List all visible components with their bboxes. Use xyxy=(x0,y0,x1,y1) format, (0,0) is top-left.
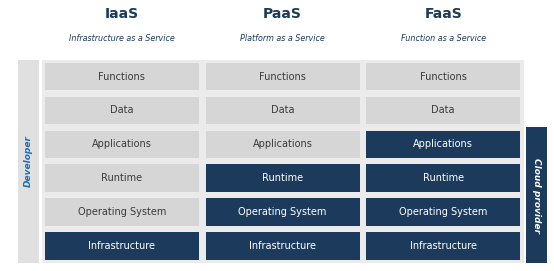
Text: Operating System: Operating System xyxy=(78,207,166,217)
Text: Infrastructure: Infrastructure xyxy=(249,241,316,251)
Text: Function as a Service: Function as a Service xyxy=(401,34,486,43)
Text: PaaS: PaaS xyxy=(263,7,302,21)
Text: Data: Data xyxy=(110,105,134,115)
Text: Runtime: Runtime xyxy=(101,173,142,183)
FancyBboxPatch shape xyxy=(45,164,199,192)
FancyBboxPatch shape xyxy=(366,131,520,158)
Text: Infrastructure as a Service: Infrastructure as a Service xyxy=(69,34,175,43)
FancyBboxPatch shape xyxy=(366,198,520,226)
FancyBboxPatch shape xyxy=(45,63,199,90)
Text: Runtime: Runtime xyxy=(262,173,303,183)
Text: Functions: Functions xyxy=(99,72,145,82)
Text: Functions: Functions xyxy=(420,72,466,82)
FancyBboxPatch shape xyxy=(206,97,360,124)
FancyBboxPatch shape xyxy=(45,232,199,260)
Text: Applications: Applications xyxy=(92,139,152,149)
FancyBboxPatch shape xyxy=(366,97,520,124)
Text: Cloud provider: Cloud provider xyxy=(532,157,541,233)
FancyBboxPatch shape xyxy=(206,198,360,226)
Text: Infrastructure: Infrastructure xyxy=(410,241,476,251)
FancyBboxPatch shape xyxy=(206,131,360,158)
FancyBboxPatch shape xyxy=(45,131,199,158)
Text: Infrastructure: Infrastructure xyxy=(89,241,155,251)
FancyBboxPatch shape xyxy=(206,232,360,260)
FancyBboxPatch shape xyxy=(45,198,199,226)
FancyBboxPatch shape xyxy=(526,127,547,263)
Text: Applications: Applications xyxy=(413,139,473,149)
FancyBboxPatch shape xyxy=(366,232,520,260)
Text: Operating System: Operating System xyxy=(238,207,327,217)
Text: Developer: Developer xyxy=(24,135,33,187)
Text: Runtime: Runtime xyxy=(423,173,464,183)
FancyBboxPatch shape xyxy=(206,63,360,90)
Text: FaaS: FaaS xyxy=(424,7,462,21)
FancyBboxPatch shape xyxy=(366,164,520,192)
Text: Applications: Applications xyxy=(253,139,312,149)
Text: Data: Data xyxy=(271,105,294,115)
Text: Functions: Functions xyxy=(259,72,306,82)
Text: Data: Data xyxy=(432,105,455,115)
FancyBboxPatch shape xyxy=(42,60,524,263)
FancyBboxPatch shape xyxy=(206,164,360,192)
FancyBboxPatch shape xyxy=(45,97,199,124)
Text: Operating System: Operating System xyxy=(399,207,488,217)
Text: Platform as a Service: Platform as a Service xyxy=(240,34,325,43)
FancyBboxPatch shape xyxy=(366,63,520,90)
FancyBboxPatch shape xyxy=(18,60,39,263)
Text: IaaS: IaaS xyxy=(105,7,139,21)
